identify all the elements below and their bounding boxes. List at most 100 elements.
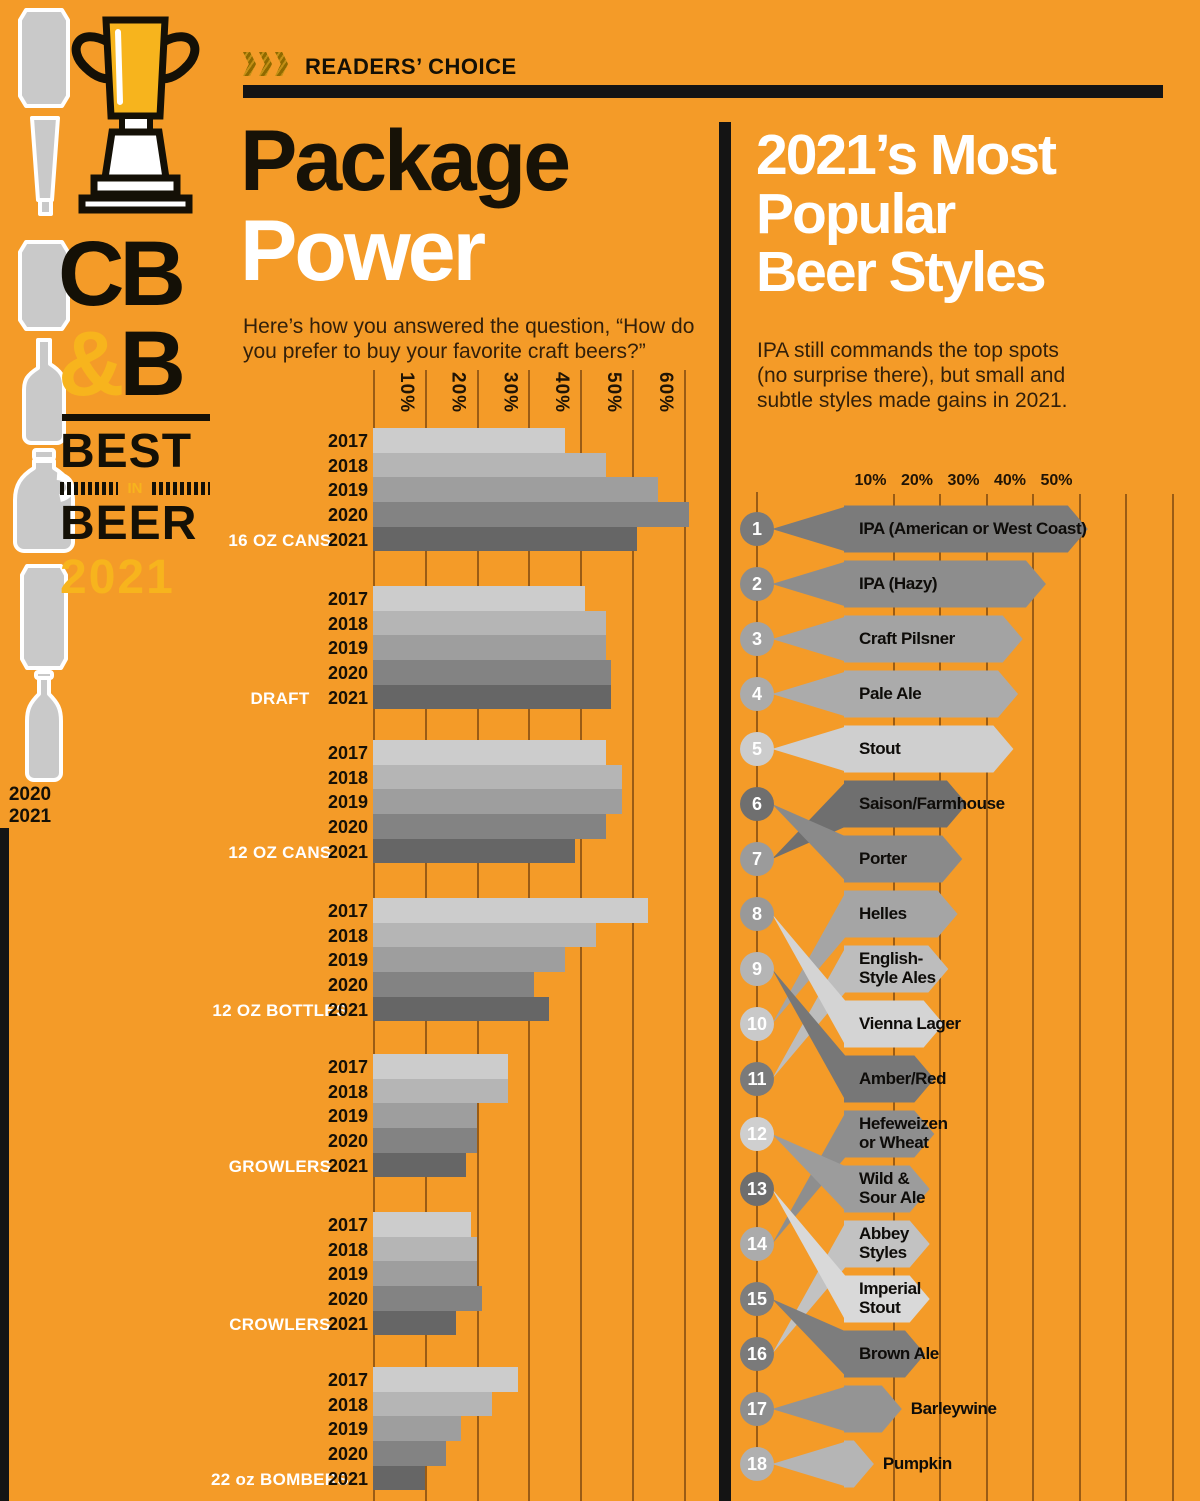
column-header-2020: 2020 (8, 784, 52, 805)
year-label: 2021 (327, 1313, 368, 1334)
bar-growlers-2021 (373, 1152, 467, 1178)
hatch-right-icon (152, 482, 210, 495)
trophy-beer-glass-icon (48, 6, 223, 236)
style-label-line: Styles (859, 1243, 907, 1262)
right-panel-title: 2021’s Most Popular Beer Styles (756, 126, 1057, 302)
style-label-line: Pale Ale (859, 683, 922, 703)
rank-circle-2020-16: 16 (740, 1337, 774, 1371)
right-gridline-60pct (1125, 494, 1127, 1501)
package-label-7: 22 oz BOMBERS (210, 1470, 350, 1489)
rank-circle-2020-1: 1 (740, 512, 774, 546)
year-label: 2018 (327, 767, 368, 788)
right-axis-tick-10%: 10% (854, 472, 887, 489)
bar-crowlers-2020 (373, 1286, 482, 1311)
year-label: 2019 (327, 792, 368, 813)
bar-12-oz-cans-2018 (373, 764, 622, 790)
style-banner-15 (844, 1275, 930, 1323)
beer-styles-chart: 2020 2021 10% 20% 30% 40% 50% 1 IPA (American or… (0, 472, 1200, 1501)
header-rule (243, 85, 1163, 98)
year-label: 2017 (327, 431, 368, 451)
style-label-9: English- Style Ales (859, 949, 936, 987)
year-label: 2021 (327, 999, 368, 1020)
year-label: 2021 (327, 529, 368, 550)
year-label: 2020 (327, 1131, 368, 1152)
style-label-line: IPA (Hazy) (859, 573, 938, 593)
column-header-2021: 2021 (8, 806, 52, 827)
rank-circle-2020-5: 5 (740, 732, 774, 766)
logo-best: BEST (60, 425, 193, 478)
left-axis-tick-20%: 20% (447, 372, 469, 414)
right-gridline-70pct (1171, 494, 1174, 1501)
style-label-line: Wild & (859, 1169, 910, 1188)
logo-year: 2021 (60, 551, 175, 604)
year-label: 2017 (327, 1215, 368, 1235)
style-label-1: IPA (American or West Coast) (859, 519, 1087, 538)
bar-draft-2019 (373, 635, 607, 661)
style-label-line: Vienna Lager (859, 1013, 961, 1033)
bar-12-oz-cans-2020 (373, 814, 607, 839)
bar-22-oz-bombers-2017 (373, 1367, 519, 1392)
style-banner-4 (844, 670, 1019, 718)
style-rank-flow-svg (772, 505, 1088, 1488)
bar-12-oz-bottles-2019 (373, 947, 565, 973)
year-label: 2020 (327, 1289, 368, 1310)
year-label: 2020 (327, 505, 368, 526)
right-axis-tick-20%: 20% (900, 472, 933, 489)
page-title-line2: Power (240, 203, 486, 299)
package-label-6: CROWLERS (229, 1315, 331, 1334)
style-label-5: Stout (859, 739, 901, 758)
logo-beer: BEER (60, 497, 198, 550)
right-gridline-30pct (985, 494, 988, 1501)
right-axis-tick-40%: 40% (993, 472, 1026, 489)
bar-12-oz-bottles-2018 (373, 922, 596, 948)
kicker-row: READERS’ CHOICE (243, 52, 517, 81)
panel-divider (719, 122, 731, 1501)
style-label-line: Saison/Farmhouse (859, 793, 1005, 813)
right-axis-tick-30%: 30% (947, 472, 980, 489)
right-gridline-10pct (892, 494, 895, 1501)
style-label-line: or Wheat (859, 1133, 929, 1152)
style-banner-12 (844, 1110, 935, 1158)
rank-band-7 (772, 804, 846, 882)
can-12oz-icon (0, 224, 88, 336)
style-label-16: Brown Ale (859, 1344, 939, 1363)
year-label: 2018 (327, 455, 368, 476)
bar-crowlers-2018 (373, 1236, 477, 1262)
rank-band-11 (772, 969, 846, 1102)
style-label-2: IPA (Hazy) (859, 573, 938, 593)
year-label: 2019 (327, 1419, 368, 1440)
style-banner-10 (844, 1000, 944, 1048)
rank-circle-2020-12: 12 (740, 1117, 774, 1151)
right-chart-baseline (0, 828, 9, 1501)
style-banner-2 (844, 560, 1046, 608)
right-subtitle-line-1: IPA still commands the top spots (757, 339, 1059, 362)
right-gridline-50pct (1078, 494, 1081, 1501)
style-label-7: Porter (859, 849, 907, 868)
style-label-18: Pumpkin (883, 1454, 952, 1473)
logo-rule (62, 414, 210, 421)
logo-in-row: IN (60, 480, 210, 497)
year-label: 2021 (327, 687, 368, 708)
style-label-line: Hefeweizen (859, 1114, 948, 1133)
left-axis-tick-30%: 30% (499, 372, 521, 414)
style-label-11: Amber/Red (859, 1069, 946, 1088)
year-label: 2018 (327, 1239, 368, 1260)
bar-crowlers-2021 (373, 1310, 456, 1336)
year-label: 2019 (327, 1264, 368, 1285)
package-label-1: 16 OZ CANS (228, 531, 332, 550)
year-label: 2018 (327, 613, 368, 634)
style-label-line: Sour Ale (859, 1188, 926, 1207)
bar-draft-2018 (373, 610, 607, 636)
logo-amp-b: &B (58, 312, 186, 417)
style-label-14: Abbey Styles (859, 1224, 909, 1262)
bar-22-oz-bombers-2019 (373, 1416, 462, 1442)
crowler-can-icon (0, 560, 88, 672)
style-label-line: Imperial (859, 1279, 921, 1298)
bar-16-oz-cans-2019 (373, 477, 658, 503)
left-axis-tick-60%: 60% (654, 372, 676, 414)
year-label: 2017 (327, 1057, 368, 1077)
style-banner-17 (844, 1385, 902, 1433)
rank-band-1 (772, 506, 846, 552)
bar-16-oz-cans-2020 (373, 502, 689, 527)
tap-handle-icon (0, 112, 88, 224)
